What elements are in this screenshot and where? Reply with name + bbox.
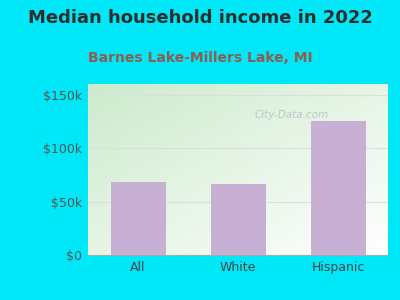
Bar bbox=[310, 122, 366, 255]
Text: City-Data.com: City-Data.com bbox=[255, 110, 329, 120]
Text: Barnes Lake-Millers Lake, MI: Barnes Lake-Millers Lake, MI bbox=[88, 51, 312, 65]
Bar bbox=[210, 184, 266, 255]
Text: Median household income in 2022: Median household income in 2022 bbox=[28, 9, 372, 27]
Bar bbox=[110, 182, 166, 255]
